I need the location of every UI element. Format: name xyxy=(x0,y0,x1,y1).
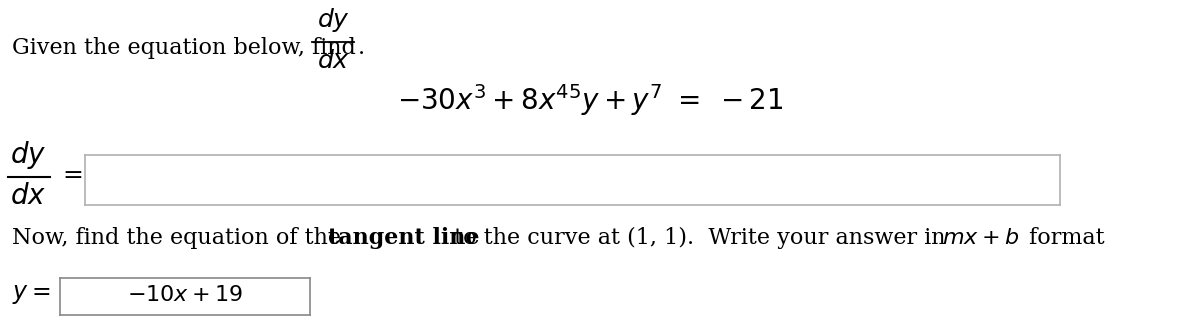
Text: $-30x^3 + 8x^{45}y + y^7 \ = \ -21$: $-30x^3 + 8x^{45}y + y^7 \ = \ -21$ xyxy=(397,82,784,118)
Text: $y =$: $y =$ xyxy=(12,283,50,306)
Text: $\mathit{dy}$: $\mathit{dy}$ xyxy=(317,6,349,34)
Text: $mx + b$: $mx + b$ xyxy=(942,227,1019,249)
Text: $\mathit{dy}$: $\mathit{dy}$ xyxy=(10,139,46,171)
Text: tangent line: tangent line xyxy=(328,227,480,249)
Text: $\mathit{dx}$: $\mathit{dx}$ xyxy=(317,51,349,73)
Text: $-10x + 19$: $-10x + 19$ xyxy=(127,284,244,306)
Text: Now, find the equation of the: Now, find the equation of the xyxy=(12,227,348,249)
Text: to the curve at (1, 1).  Write your answer in: to the curve at (1, 1). Write your answe… xyxy=(446,227,953,249)
Text: .: . xyxy=(358,37,365,59)
Text: format: format xyxy=(1022,227,1105,249)
Text: $\mathit{dx}$: $\mathit{dx}$ xyxy=(10,183,46,211)
Text: Given the equation below, find: Given the equation below, find xyxy=(12,37,356,59)
Text: =: = xyxy=(62,163,83,187)
